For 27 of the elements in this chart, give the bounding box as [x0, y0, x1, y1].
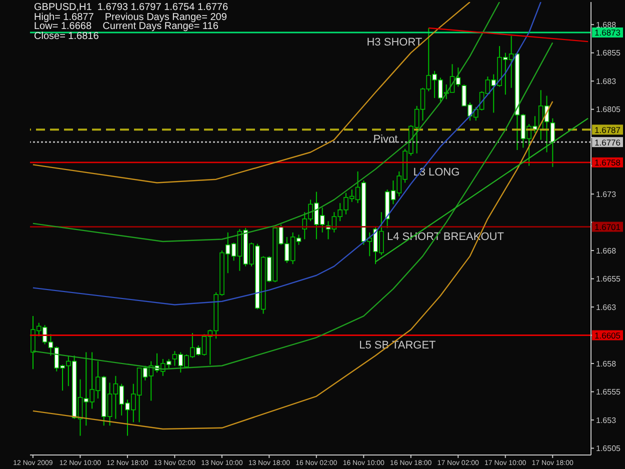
y-tick-label: 1.663 — [596, 302, 617, 312]
annotation: High= 1.6877 Previous Days Range= 209 — [34, 12, 228, 22]
y-tick-label: 1.6655 — [596, 274, 622, 284]
annotation: 1.6758 — [594, 158, 621, 168]
annotation: 1.6605 — [594, 330, 621, 340]
line-series — [32, 2, 471, 184]
y-tick-label: 1.6855 — [596, 48, 622, 58]
y-tick-label: 1.673 — [596, 190, 617, 199]
annotation: 1.6776 — [594, 137, 621, 148]
ref-line-label: L5 SB TARGET — [359, 339, 436, 352]
y-tick-label: 1.6505 — [596, 444, 622, 454]
y-tick-label: 1.6555 — [596, 388, 622, 397]
line-series — [32, 100, 554, 430]
y-tick-label: 1.6805 — [596, 105, 622, 114]
y-tick-label: 1.653 — [596, 416, 617, 425]
y-tick-label: 1.658 — [596, 359, 617, 368]
ref-line-label: H3 SHORT — [366, 36, 422, 48]
annotation: Low= 1.6668 Current Days Range= 116 — [34, 21, 220, 32]
annotation: 1.6701 — [594, 222, 621, 232]
annotation: Close= 1.6816 — [34, 30, 100, 42]
annotation: 1.6787 — [594, 124, 621, 135]
chart-title: GBPUSD,H1 1.6793 1.6797 1.6754 1.6776 — [34, 2, 228, 13]
line-series — [32, 2, 542, 306]
y-tick-label: 1.688 — [596, 20, 617, 30]
annotation: 1.6873 — [594, 28, 621, 38]
y-tick-label: 1.683 — [596, 76, 617, 86]
y-tick-label: 1.668 — [596, 246, 617, 256]
